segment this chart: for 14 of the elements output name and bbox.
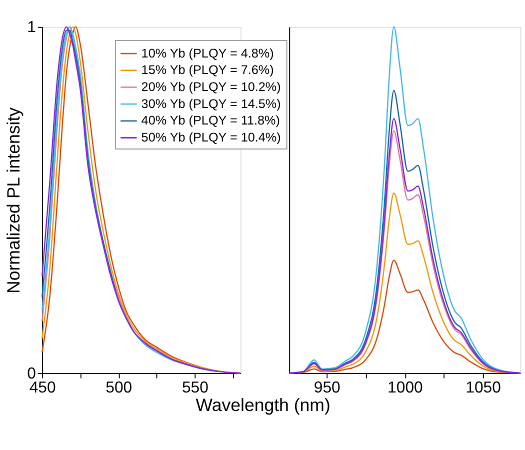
y-tick-label: 1	[27, 19, 36, 36]
x-tick-label: 950	[314, 379, 341, 396]
legend-label: 30% Yb (PLQY = 14.5%)	[141, 96, 281, 111]
legend-label: 15% Yb (PLQY = 7.6%)	[141, 63, 274, 78]
legend-label: 40% Yb (PLQY = 11.8%)	[141, 114, 280, 128]
legend-label: 50% Yb (PLQY = 10.4%)	[141, 130, 281, 145]
x-tick-label: 500	[106, 379, 132, 396]
x-tick-label: 1050	[466, 379, 502, 396]
legend-label: 10% Yb (PLQY = 4.8%)	[141, 46, 274, 60]
x-tick-label: 1000	[388, 379, 424, 396]
x-axis-title: Wavelength (nm)	[196, 395, 330, 416]
x-tick-label: 550	[182, 379, 209, 396]
legend-label: 20% Yb (PLQY = 10.2%)	[141, 80, 281, 94]
y-axis-title: Normalized PL intensity	[4, 107, 24, 294]
